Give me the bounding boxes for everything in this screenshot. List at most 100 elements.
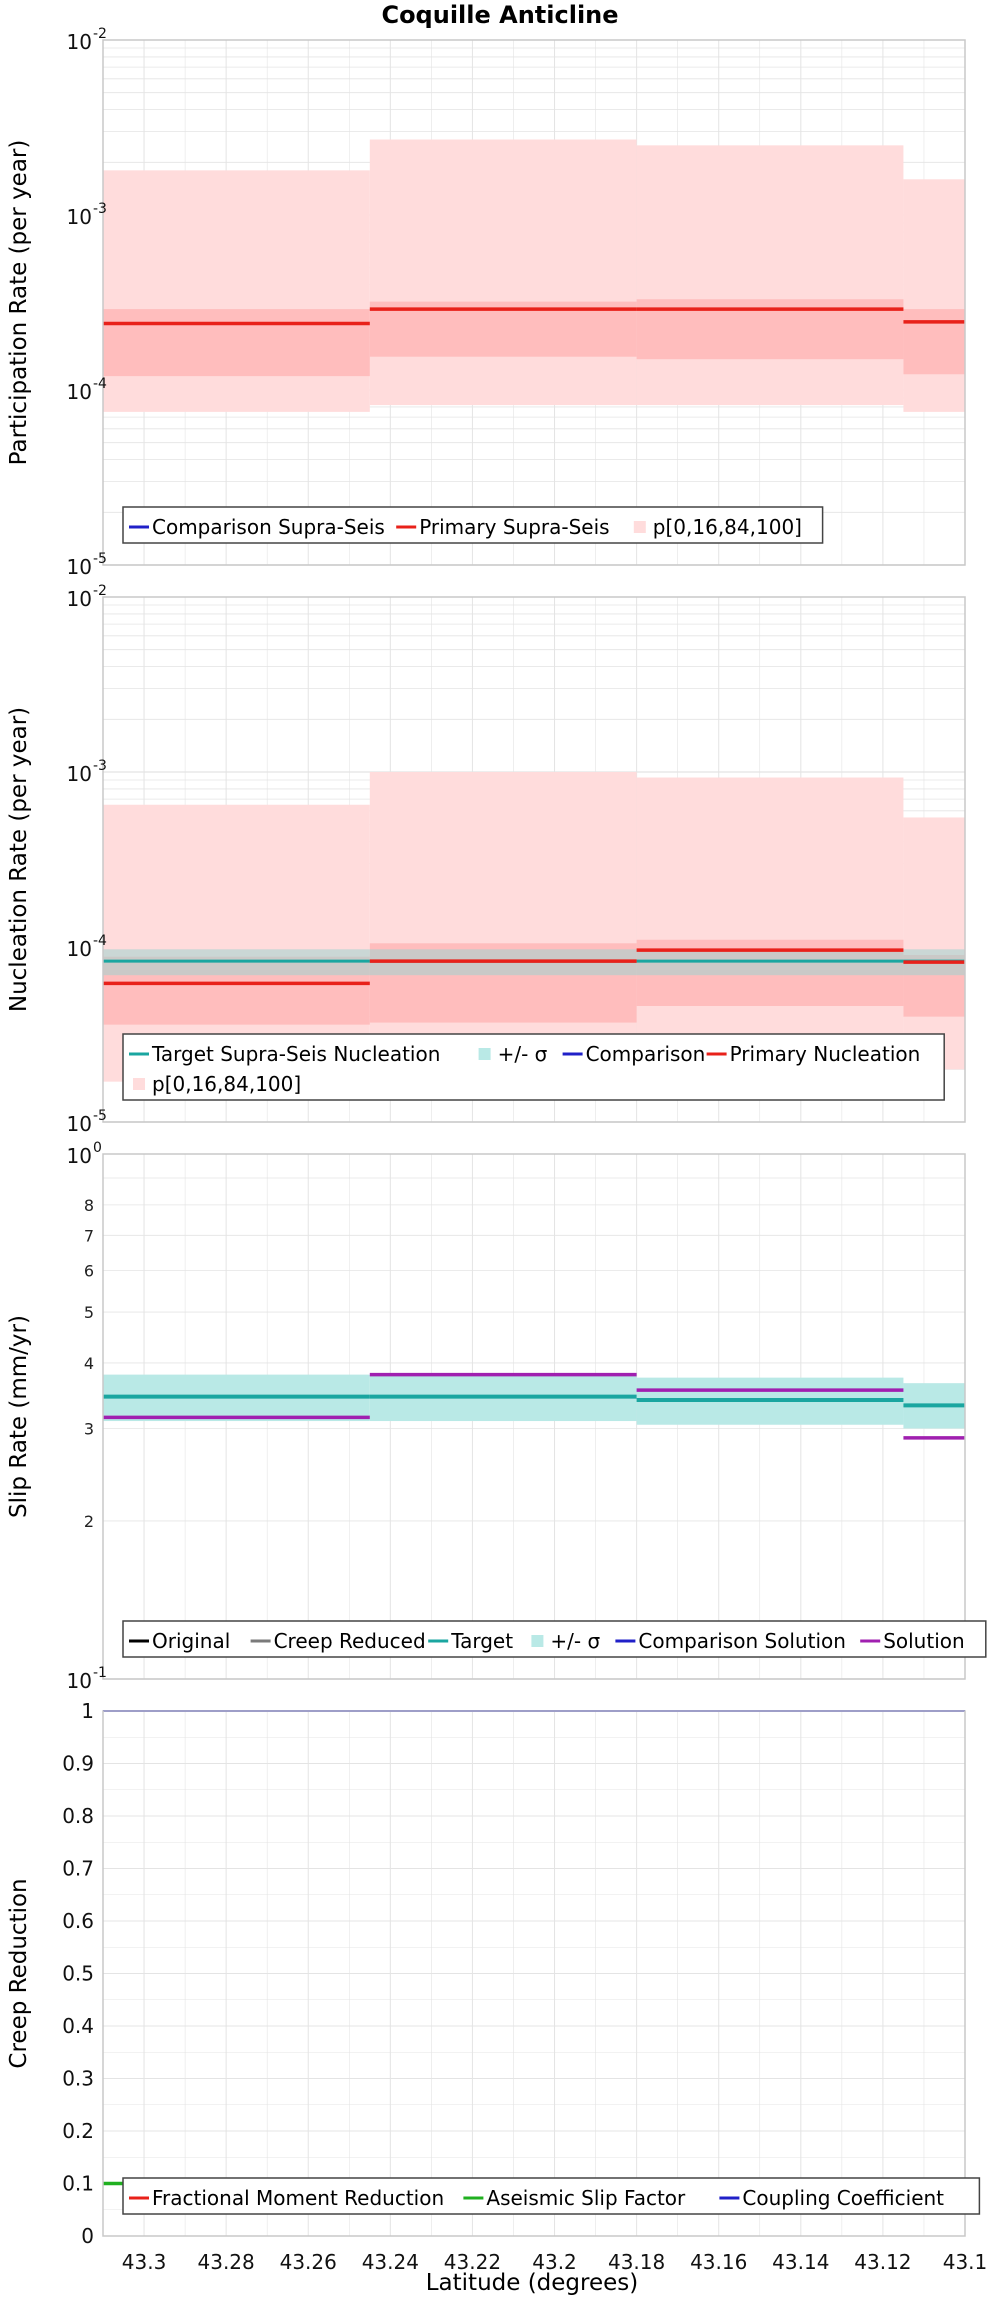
legend-label: Target xyxy=(450,1629,513,1653)
p0-100-band xyxy=(903,179,965,412)
y-minor-tick-label: 4 xyxy=(84,1354,94,1373)
x-tick-label: 43.24 xyxy=(362,2250,419,2274)
y-tick-label: 0.9 xyxy=(62,1752,94,1776)
y-tick-label: 10 xyxy=(67,1669,92,1693)
y-tick-label: 0.4 xyxy=(62,2014,94,2038)
x-tick-label: 43.1 xyxy=(943,2250,988,2274)
legend-swatch xyxy=(531,1635,544,1647)
p0-100-band xyxy=(636,777,904,1074)
y-tick-label: 0.7 xyxy=(62,1857,94,1881)
p0-100-band xyxy=(369,139,637,406)
y-tick-exponent: -5 xyxy=(93,1108,107,1124)
plot-frame xyxy=(102,1153,966,1680)
y-axis-label: Nucleation Rate (per year) xyxy=(6,707,32,1012)
legend: Original Creep Reduced Target +/- σ Comparis… xyxy=(122,1620,987,1658)
y-minor-tick-label: 7 xyxy=(84,1226,94,1245)
legend-swatch xyxy=(478,1048,491,1060)
y-minor-tick-label: 3 xyxy=(84,1420,94,1439)
y-axis-label: Participation Rate (per year) xyxy=(6,140,32,466)
y-tick-label: 0.8 xyxy=(62,1804,94,1828)
y-minor-tick-label: 5 xyxy=(84,1303,94,1322)
p16-84-band xyxy=(903,309,965,375)
plot-frame xyxy=(102,596,966,1123)
y-tick-label: 0.3 xyxy=(62,2067,94,2091)
plot-frame xyxy=(102,39,966,566)
y-tick-exponent: -4 xyxy=(93,933,107,949)
legend-box xyxy=(122,506,824,544)
y-minor-tick-label: 6 xyxy=(84,1261,94,1280)
legend-label: +/- σ xyxy=(498,1042,548,1066)
y-tick-label: 10 xyxy=(67,937,92,961)
legend-box xyxy=(122,1033,945,1101)
p0-100-band xyxy=(636,145,904,406)
y-tick-label: 10 xyxy=(67,380,92,404)
y-tick-exponent: -5 xyxy=(93,551,107,567)
y-tick-exponent: -2 xyxy=(93,26,107,42)
y-tick-exponent: -3 xyxy=(93,201,107,217)
legend-box xyxy=(122,1620,987,1658)
legend-label: Comparison xyxy=(586,1042,706,1066)
y-tick-exponent: -2 xyxy=(93,583,107,599)
legend-label: Aseismic Slip Factor xyxy=(486,2186,686,2210)
x-tick-label: 43.22 xyxy=(444,2250,501,2274)
legend-label: Target Supra-Seis Nucleation xyxy=(151,1042,440,1066)
legend-label: Original xyxy=(152,1629,230,1653)
y-tick-label: 0.1 xyxy=(62,2172,94,2196)
x-tick-label: 43.18 xyxy=(608,2250,665,2274)
legend-label: Primary Supra-Seis xyxy=(419,515,609,539)
legend-label: Fractional Moment Reduction xyxy=(152,2186,444,2210)
legend: Fractional Moment Reduction Aseismic Slip… xyxy=(122,2177,981,2215)
x-tick-label: 43.16 xyxy=(690,2250,747,2274)
legend-box xyxy=(122,2177,981,2215)
legend-label: Comparison Solution xyxy=(638,1629,846,1653)
y-tick-exponent: -3 xyxy=(93,758,107,774)
x-axis-label: Latitude (degrees) xyxy=(426,2270,639,2296)
p0-100-band xyxy=(903,817,965,1070)
legend-label: Creep Reduced xyxy=(274,1629,426,1653)
y-tick-label: 10 xyxy=(67,1112,92,1136)
y-tick-exponent: -4 xyxy=(93,376,107,392)
p0-100-band xyxy=(369,772,637,1078)
legend-label: Solution xyxy=(883,1629,964,1653)
legend-label: Comparison Supra-Seis xyxy=(152,515,385,539)
plot-frame xyxy=(102,1710,966,2237)
legend-label: p[0,16,84,100] xyxy=(653,515,802,539)
y-tick-label: 10 xyxy=(67,555,92,579)
y-tick-label: 0.2 xyxy=(62,2119,94,2143)
legend-swatch xyxy=(633,521,646,533)
y-tick-label: 10 xyxy=(67,205,92,229)
panel-creep: 1 0.9 0.8 0.7 0.6 0.5 0.4 0.3 0.2 0.1 0 Creep Reduc… xyxy=(6,1699,981,2248)
y-axis-label: Creep Reduction xyxy=(6,1878,32,2068)
y-tick-label: 10 xyxy=(67,587,92,611)
legend: Comparison Supra-Seis Primary Supra-Seis p… xyxy=(122,506,824,544)
x-tick-label: 43.3 xyxy=(122,2250,167,2274)
legend-label: p[0,16,84,100] xyxy=(152,1072,301,1096)
x-tick-label: 43.14 xyxy=(772,2250,829,2274)
y-tick-label: 10 xyxy=(67,1144,92,1168)
legend-swatch xyxy=(133,1078,145,1090)
legend-label: Primary Nucleation xyxy=(730,1042,921,1066)
y-tick-label: 0.5 xyxy=(62,1962,94,1986)
y-tick-label: 0.6 xyxy=(62,1909,94,1933)
y-axis-label: Slip Rate (mm/yr) xyxy=(6,1315,32,1518)
legend-label: +/- σ xyxy=(550,1629,600,1653)
y-tick-exponent: -1 xyxy=(93,1665,107,1681)
x-tick-label: 43.26 xyxy=(280,2250,337,2274)
y-tick-label: 1 xyxy=(81,1699,94,1723)
x-tick-label: 43.28 xyxy=(198,2250,255,2274)
y-tick-label: 0 xyxy=(81,2224,94,2248)
y-minor-tick-label: 2 xyxy=(84,1512,94,1531)
figure-title: Coquille Anticline xyxy=(381,1,618,29)
y-tick-label: 10 xyxy=(67,762,92,786)
legend-label: Coupling Coefficient xyxy=(742,2186,944,2210)
y-tick-exponent: 0 xyxy=(93,1140,102,1156)
p16-84-band xyxy=(103,309,370,377)
legend: Target Supra-Seis Nucleation +/- σ Compari… xyxy=(122,1033,945,1101)
x-tick-label: 43.12 xyxy=(854,2250,911,2274)
y-tick-label: 10 xyxy=(67,30,92,54)
x-tick-label: 43.2 xyxy=(532,2250,577,2274)
